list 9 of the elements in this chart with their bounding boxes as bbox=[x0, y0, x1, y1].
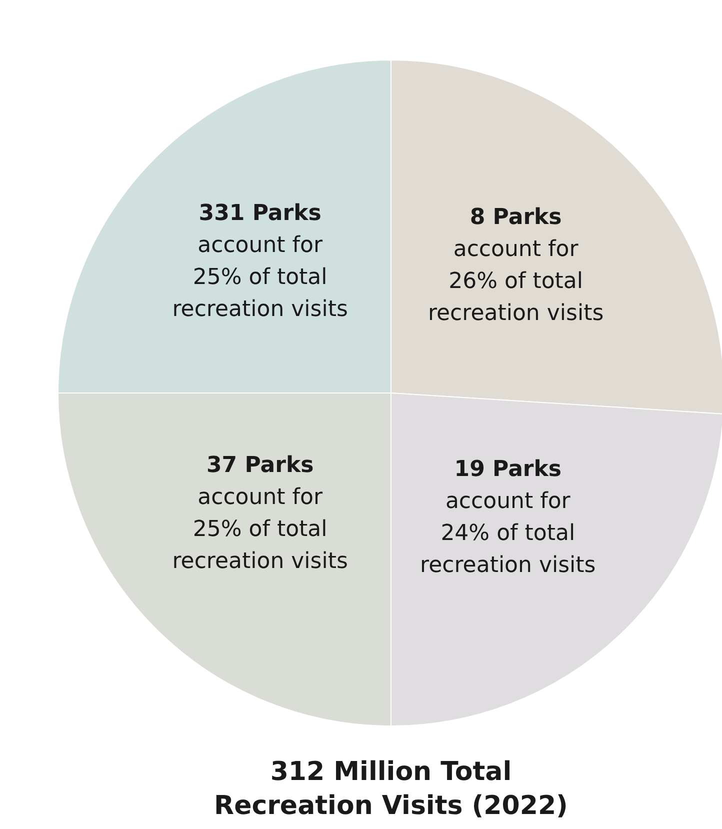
data-label: account for 25% of total recreation visits bbox=[172, 233, 348, 322]
data-label: account for 25% of total recreation visits bbox=[172, 484, 348, 574]
slice-label: 8 Parks bbox=[470, 205, 562, 230]
slice-label: 331 Parks bbox=[198, 201, 322, 226]
data-label: account for 26% of total recreation visits bbox=[428, 237, 604, 326]
text: 312 Million Total Recreation Visits (2022) bbox=[213, 756, 569, 823]
slice-label: 19 Parks bbox=[454, 456, 562, 482]
data-label: account for 24% of total recreation visits bbox=[420, 488, 596, 578]
slice-label: 37 Parks bbox=[206, 452, 314, 478]
